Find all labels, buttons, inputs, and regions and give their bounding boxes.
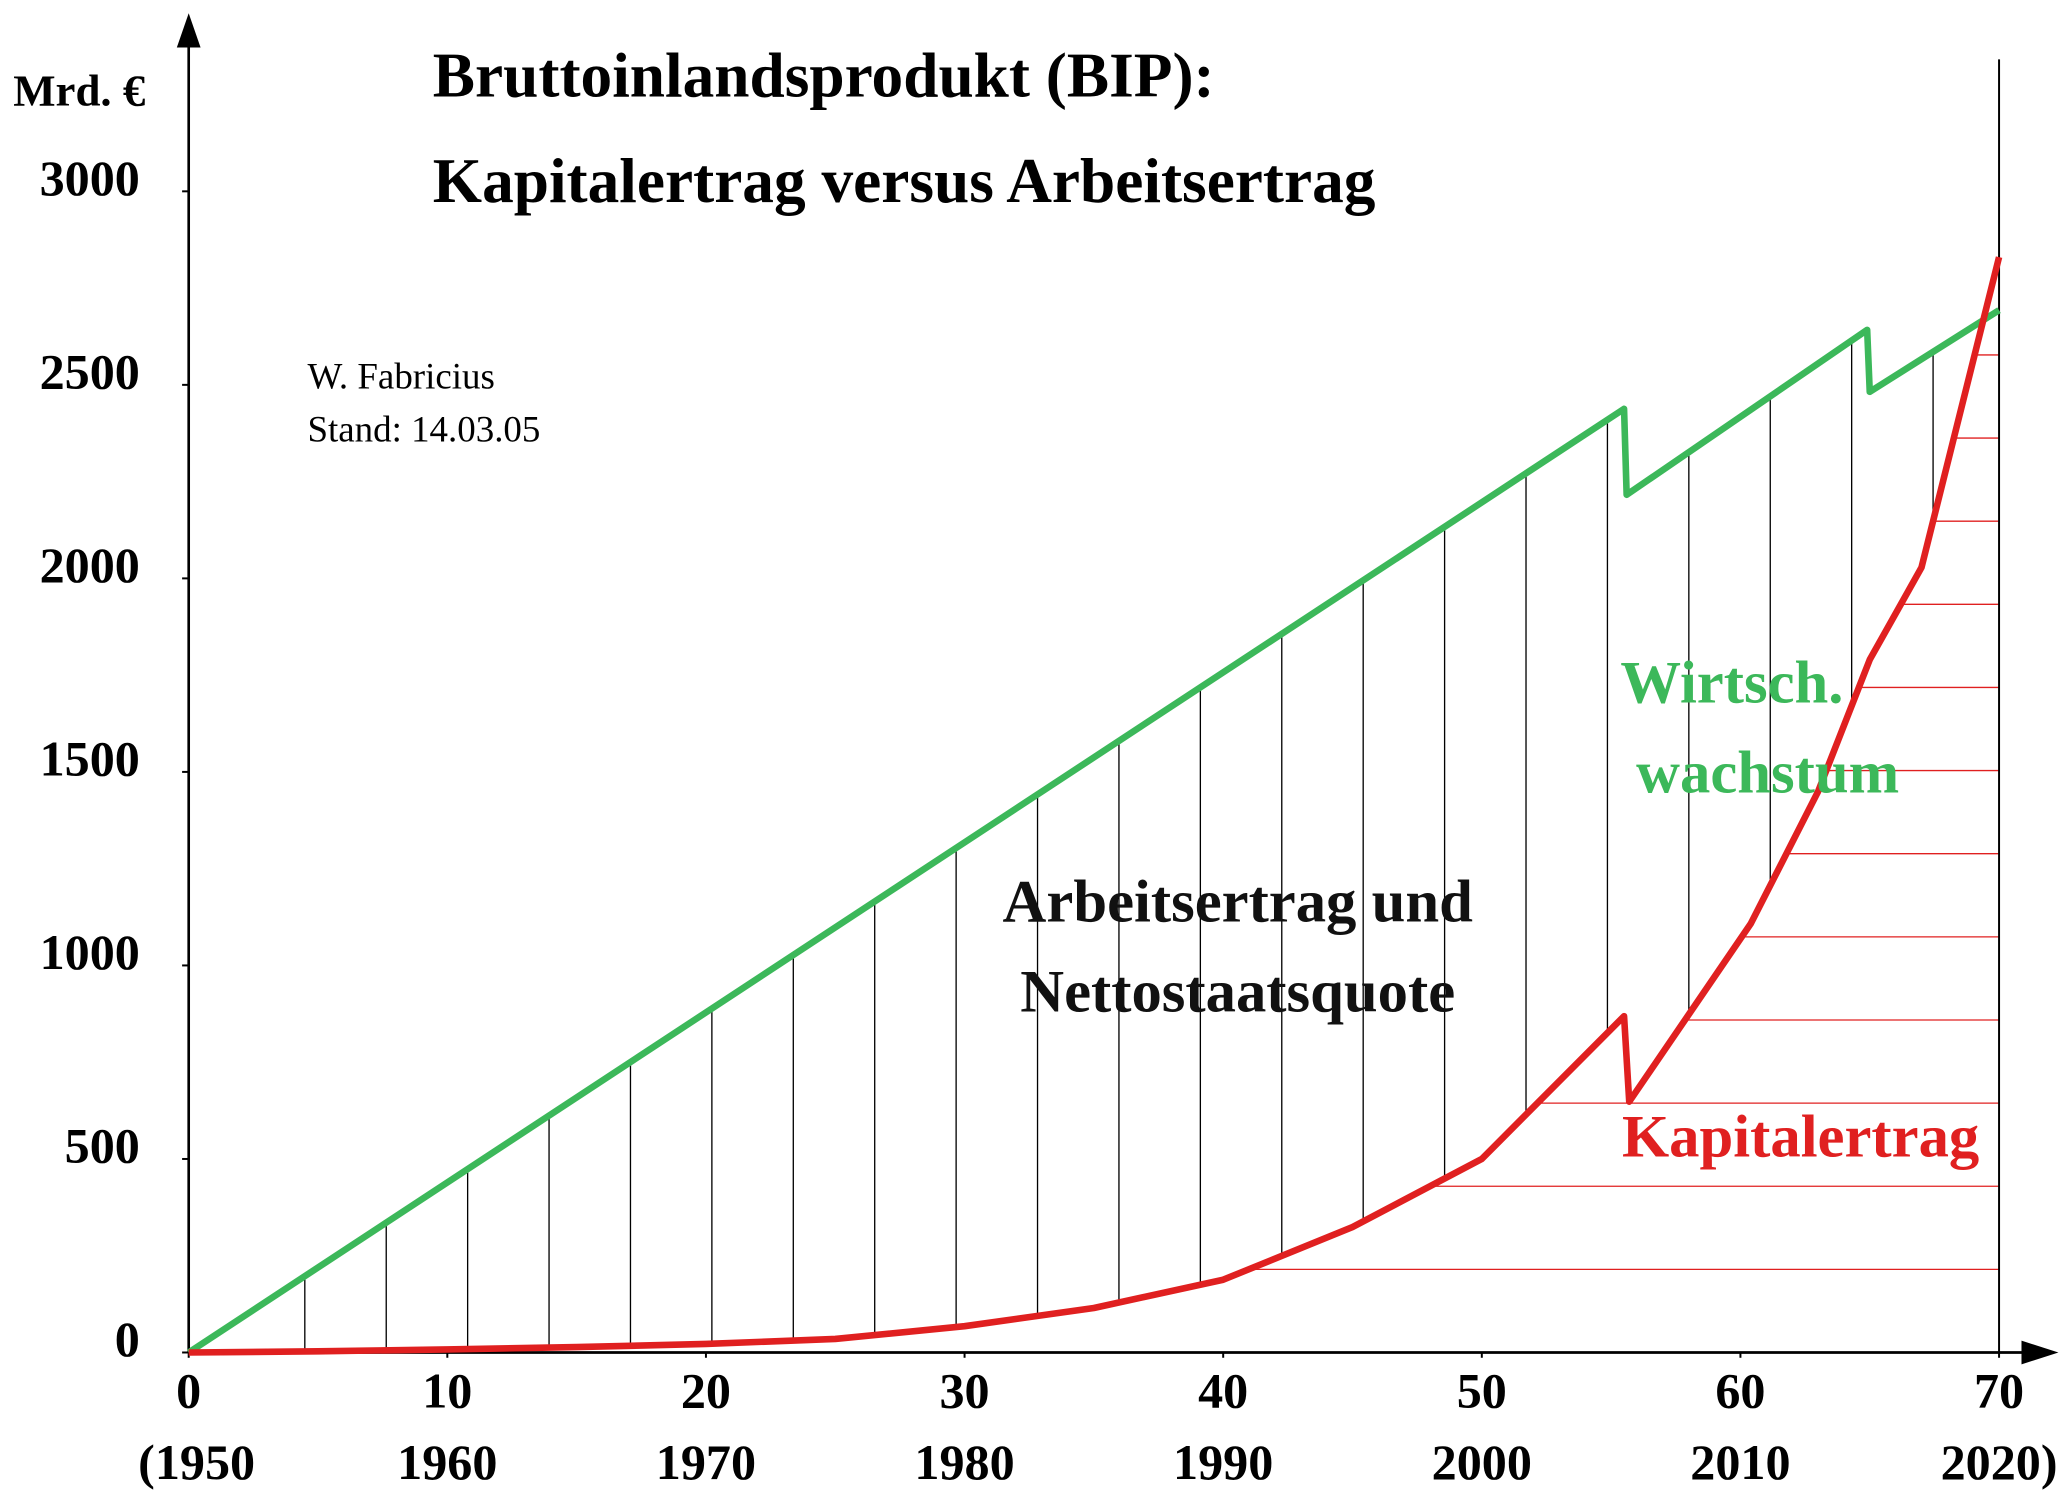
series-label: Wirtsch. (1620, 650, 1843, 717)
x-tick-sublabel: 2010 (1690, 1434, 1790, 1490)
x-tick-label: 70 (1974, 1363, 2024, 1419)
series-line (188, 256, 2003, 1356)
y-tick-label: 1500 (40, 730, 140, 786)
x-tick-label: 40 (1198, 1363, 1248, 1419)
y-axis-arrow (176, 13, 201, 48)
hatching (304, 340, 2000, 1352)
series-line (186, 307, 2001, 1356)
x-tick-sublabel: 1980 (914, 1434, 1014, 1490)
chart-title: Kapitalertrag versus Arbeitsertrag (433, 146, 1376, 216)
date-note: Stand: 14.03.05 (307, 408, 540, 449)
x-tick-label: 50 (1457, 1363, 1507, 1419)
y-tick-label: 2000 (40, 537, 140, 593)
x-tick-sublabel: (1950 (138, 1434, 255, 1490)
x-axis-arrow (2021, 1340, 2059, 1365)
x-tick-label: 0 (176, 1363, 201, 1419)
x-tick-label: 10 (422, 1363, 472, 1419)
y-tick-label: 0 (115, 1311, 140, 1367)
y-tick-label: 2500 (40, 343, 140, 399)
y-tick-label: 500 (65, 1118, 140, 1174)
y-axis-label: Mrd. € (13, 65, 145, 115)
annotation: Nettostaatsquote (1020, 958, 1455, 1025)
x-tick-label: 20 (681, 1363, 731, 1419)
y-tick-label: 3000 (40, 150, 140, 206)
x-tick-label: 60 (1715, 1363, 1765, 1419)
series-label: wachstum (1636, 739, 1899, 806)
x-tick-sublabel: 1970 (656, 1434, 756, 1490)
x-tick-label: 30 (940, 1363, 990, 1419)
chart-title: Bruttoinlandsprodukt (BIP): (433, 40, 1215, 110)
x-tick-sublabel: 2000 (1432, 1434, 1532, 1490)
annotation: Arbeitsertrag und (1003, 869, 1474, 936)
x-tick-sublabel: 1960 (397, 1434, 497, 1490)
y-tick-label: 1000 (40, 924, 140, 980)
series-label: Kapitalertrag (1622, 1104, 1979, 1171)
x-tick-sublabel: 2020) (1941, 1434, 2058, 1490)
author: W. Fabricius (307, 356, 494, 397)
x-tick-sublabel: 1990 (1173, 1434, 1273, 1490)
